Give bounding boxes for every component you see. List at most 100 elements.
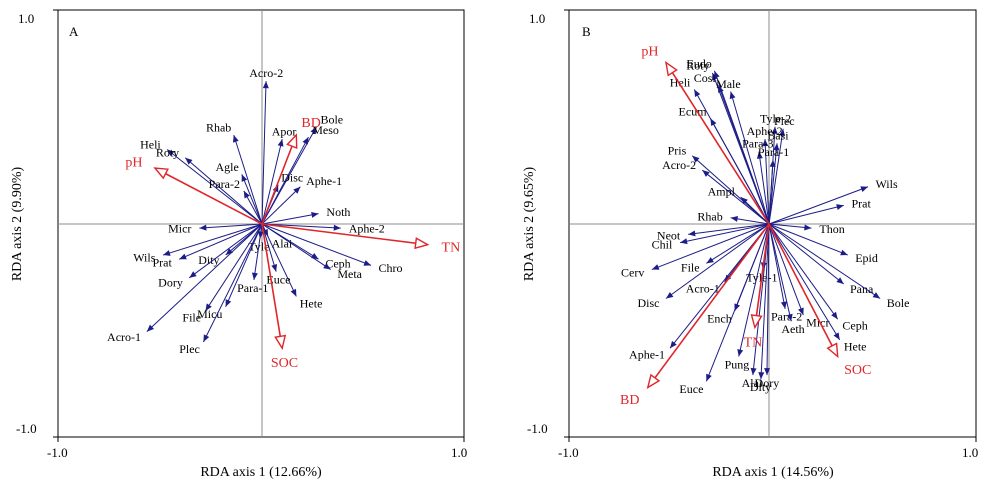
species-arrowhead-alai (262, 228, 269, 237)
species-label-male: Male (716, 77, 741, 91)
species-arrow-aphe-2 (261, 223, 341, 229)
species-arrow-meso (261, 136, 309, 225)
env-label-soc: SOC (844, 363, 871, 378)
panel-b-species-para-1: Para-1 (758, 145, 789, 225)
species-arrow-rhab (233, 134, 263, 225)
species-arrowhead-heli (167, 149, 175, 157)
species-label-agle: Agle (215, 160, 238, 174)
species-label-aphe-2: Aphe-2 (349, 222, 385, 236)
panel-b-species-prat: Prat (768, 196, 871, 225)
species-label-para-1: Para-1 (237, 281, 268, 295)
species-arrow-dory (766, 223, 770, 376)
panel-b-species-aphe-1: Aphe-1 (629, 223, 770, 361)
species-label-disc: Disc (281, 170, 303, 184)
species-arrowhead-neot (688, 230, 696, 237)
species-label-rhab: Rhab (697, 210, 722, 224)
species-arrow-cerv (651, 223, 770, 271)
env-arrowhead-soc (274, 334, 287, 350)
species-label-basi: Basi (767, 128, 789, 142)
species-arrowhead-file (205, 303, 212, 311)
species-arrowhead-cosi (718, 85, 724, 93)
species-arrow-euce (705, 223, 770, 382)
panel-a-species-hete: Hete (261, 223, 322, 311)
env-label-soc: SOC (271, 356, 298, 371)
species-arrowhead-cerv (651, 264, 660, 270)
panel-a-species-aphe-2: Aphe-2 (261, 222, 385, 236)
panel-b-env-ph: pH (641, 45, 770, 225)
panel-a-species-roty: Roty (156, 146, 263, 225)
species-arrow-acro-2 (261, 81, 267, 225)
species-arrowhead-euce (706, 373, 712, 382)
species-arrowhead-ench (734, 303, 741, 311)
panel-b-env-tn: TN (744, 223, 770, 350)
species-label-file: File (182, 311, 201, 325)
env-label-bd: BD (301, 116, 320, 131)
species-arrow-agle (241, 174, 263, 225)
species-label-dity: Dity (198, 253, 219, 267)
panel-a-species-wils: Wils (133, 223, 263, 264)
species-arrowhead-dory (189, 271, 197, 278)
species-arrowhead-ceph (311, 252, 319, 260)
panel-a-species-plec: Plec (179, 223, 263, 356)
species-label-hete: Hete (844, 340, 867, 354)
env-label-bd: BD (620, 393, 639, 408)
panel-b-species-hete: Hete (768, 223, 867, 354)
species-arrowhead-micr (798, 307, 804, 316)
species-arrowhead-rhab (232, 134, 239, 143)
env-arrow-tn (261, 223, 428, 246)
panel-a-species-alai: Alai (261, 223, 293, 251)
panel-b-species-euce: Euce (679, 223, 770, 396)
species-arrow-ecum (709, 118, 770, 225)
species-label-ceph: Ceph (325, 256, 350, 270)
panel-b-species-dory: Dory (755, 223, 779, 390)
species-label-bole: Bole (887, 296, 910, 310)
species-arrowhead-chro (363, 260, 372, 266)
env-arrowhead-bd (286, 133, 298, 150)
panel-b-species-micr: Micr (768, 223, 829, 330)
panel-b-species-wils: Wils (768, 177, 898, 225)
species-arrow-pana (768, 223, 845, 285)
species-arrow-prat (178, 223, 263, 260)
species-arrowhead-thon (804, 224, 812, 231)
species-label-ceph: Ceph (842, 319, 867, 333)
species-arrow-noth (261, 213, 319, 225)
env-arrowhead-ph (665, 61, 678, 77)
species-label-cerv: Cerv (621, 265, 644, 279)
species-label-aphe-2: Aphe-2 (747, 124, 783, 138)
panel-a-species-apor: Apor (261, 124, 297, 225)
species-arrow-para-1 (253, 223, 263, 280)
panel-b-env-bd: BD (620, 223, 770, 408)
species-arrowhead-aphe-2 (333, 224, 341, 231)
species-arrow-male (730, 91, 770, 225)
species-arrowhead-ampl (740, 197, 748, 205)
env-arrow-ph (665, 62, 770, 225)
panel-b-species-chil: Chil (652, 223, 770, 251)
species-arrowhead-file (706, 257, 714, 264)
species-label-apor: Apor (272, 124, 297, 138)
species-arrowhead-aphe-1 (670, 340, 677, 349)
panel-b: B 1.0 -1.0 -1.0 1.0 RDA axis 1 (14.56%) … (522, 9, 978, 480)
panel-a-species-acro-2: Acro-2 (249, 66, 283, 225)
species-arrowhead-micr (199, 224, 207, 231)
species-arrow-thon (768, 223, 812, 229)
species-label-epid: Epid (855, 251, 878, 265)
panel-b-species-aeth: Aeth (768, 223, 805, 336)
env-arrow-soc (261, 223, 283, 349)
panel-b-y-axis-title: RDA axis 2 (9.65%) (522, 167, 537, 282)
species-label-disc: Disc (637, 296, 659, 310)
env-arrowhead-tn (414, 237, 430, 250)
panel-b-species-eudo: Eudo (686, 56, 770, 225)
panel-a-env-bd: BD (261, 116, 321, 225)
species-arrow-heli (166, 149, 263, 225)
panel-b-species-disc: Disc (637, 223, 770, 310)
env-label-ph: pH (125, 156, 142, 171)
species-label-meta: Meta (337, 267, 362, 281)
species-arrow-file (706, 223, 770, 264)
env-arrow-bd (647, 223, 770, 389)
species-label-tyle-2: Tyle-2 (760, 112, 791, 126)
species-arrow-chil (680, 223, 770, 244)
species-arrowhead-aeth (786, 313, 793, 322)
env-arrowhead-soc (826, 342, 839, 359)
panel-b-species-cerv: Cerv (621, 223, 770, 279)
